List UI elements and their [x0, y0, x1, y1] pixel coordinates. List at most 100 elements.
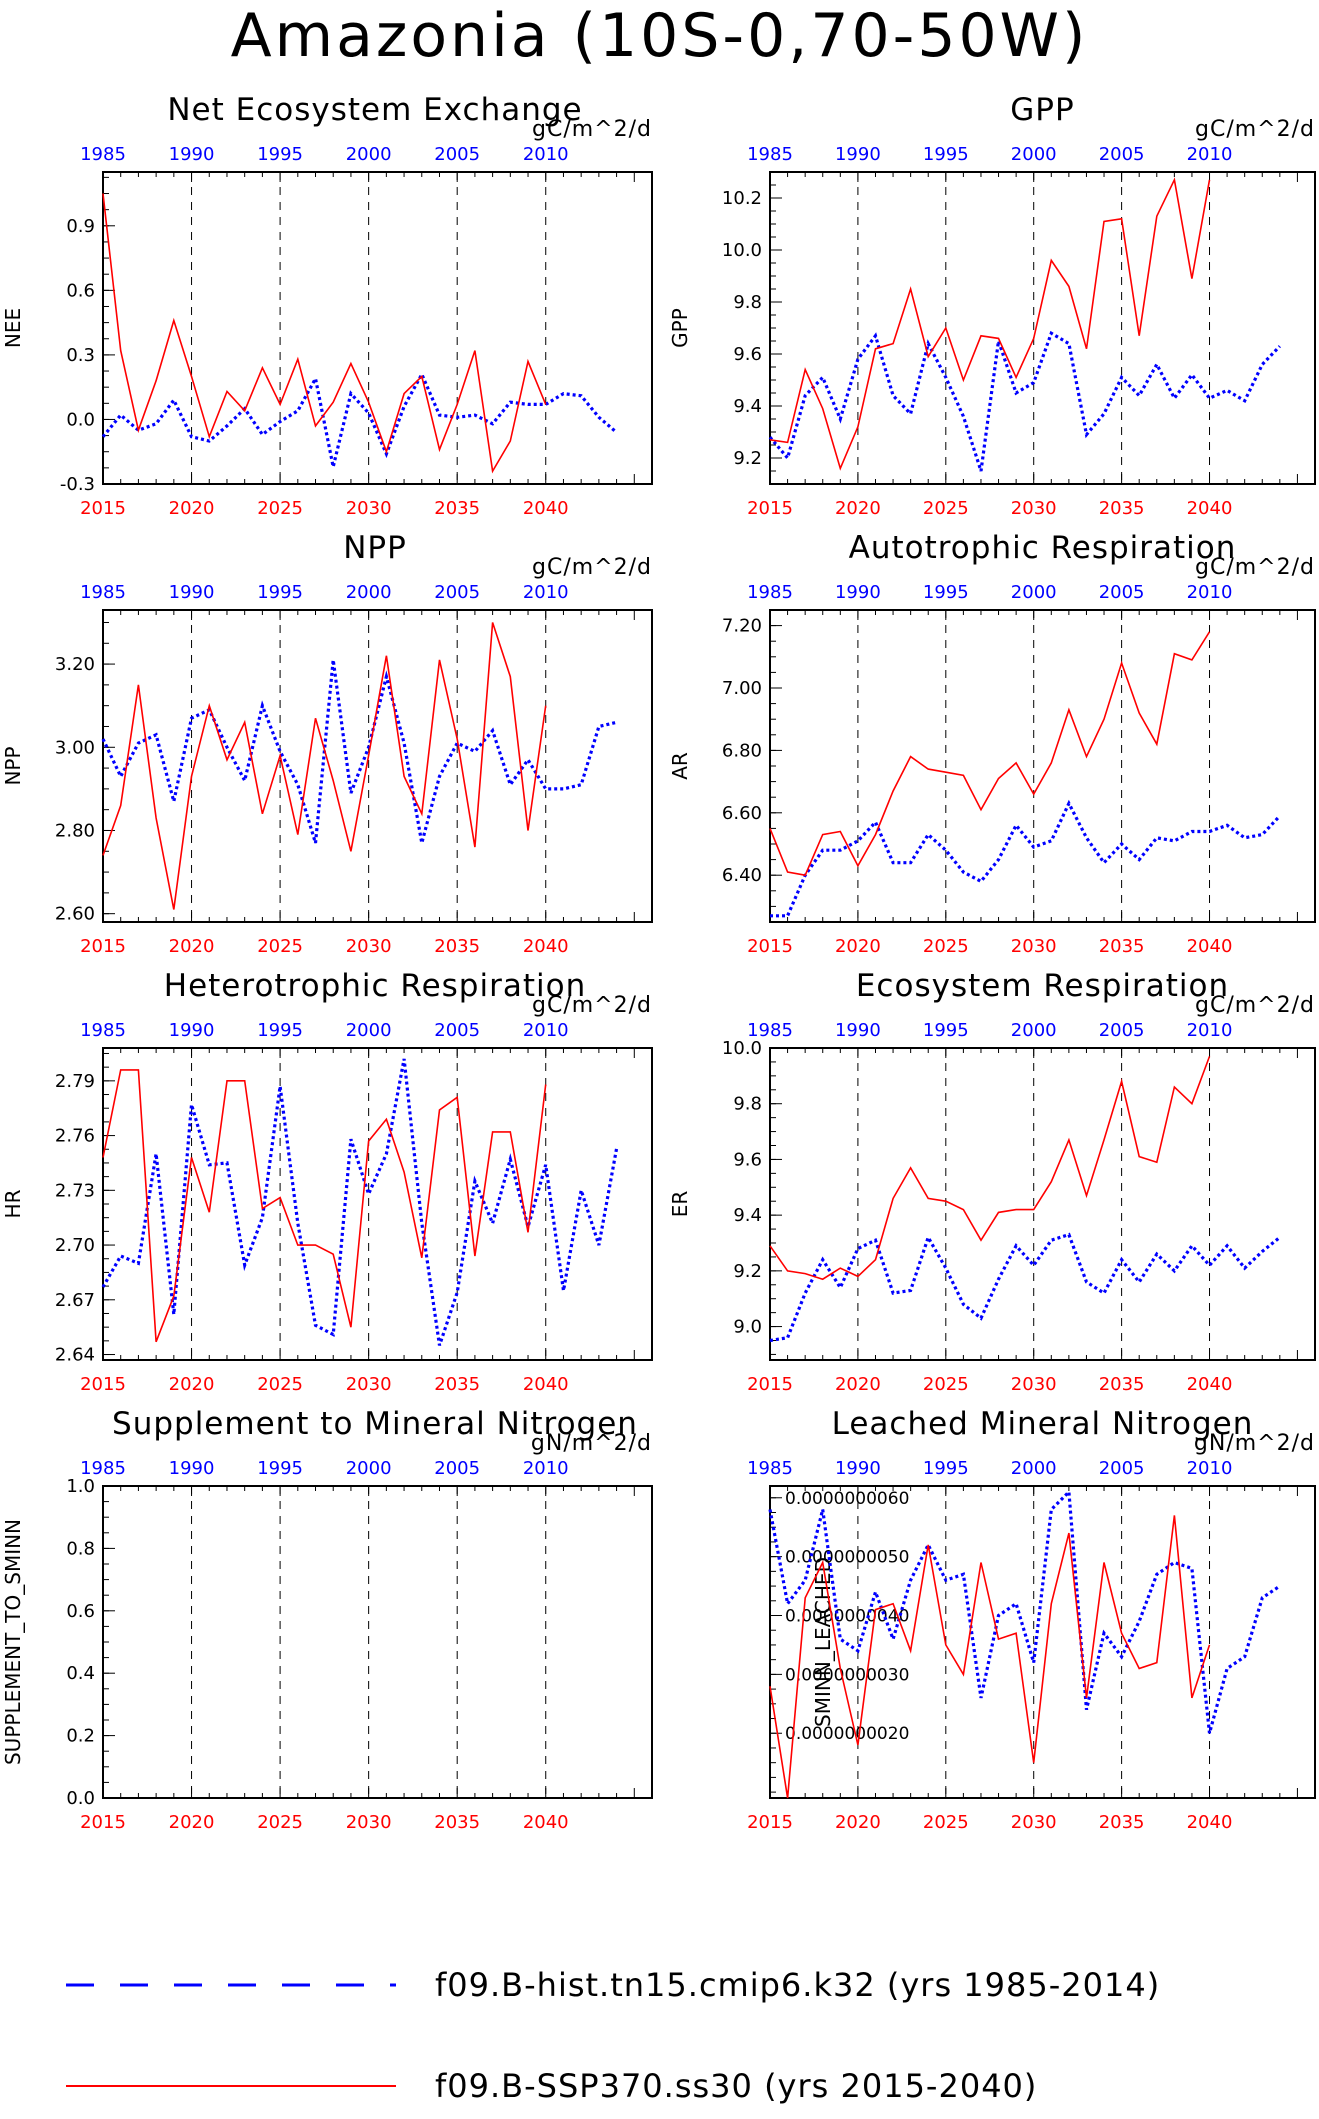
plot-frame-supplement — [102, 1485, 653, 1799]
y-tick-label: 0.0000000030 — [785, 1665, 909, 1685]
top-tick-label: 2000 — [346, 582, 392, 603]
top-tick-label: 1995 — [923, 582, 969, 603]
top-tick-label: 1995 — [923, 1020, 969, 1041]
y-axis-label-gpp: GPP — [668, 308, 692, 348]
bottom-tick-label: 2040 — [1187, 498, 1233, 519]
top-tick-label: 2010 — [1187, 144, 1233, 165]
top-tick-label: 2010 — [1187, 1458, 1233, 1479]
top-tick-label: 2000 — [1011, 1458, 1057, 1479]
top-tick-label: 2005 — [1099, 582, 1145, 603]
y-tick-label: 0.0 — [66, 1788, 95, 1809]
series-line-ssp-er — [769, 1056, 1211, 1281]
panel-title-npp: NPP — [343, 530, 407, 566]
top-tick-label: 2000 — [346, 1458, 392, 1479]
top-tick-label: 2010 — [523, 1458, 569, 1479]
bottom-tick-label: 2035 — [1099, 1374, 1145, 1395]
top-tick-label: 1990 — [835, 1020, 881, 1041]
top-tick-label: 2005 — [1099, 1020, 1145, 1041]
y-axis-label-npp: NPP — [1, 746, 25, 785]
y-tick-label: 10.0 — [722, 240, 762, 261]
top-tick-label: 2000 — [346, 1020, 392, 1041]
y-tick-label: 0.2 — [66, 1726, 95, 1747]
y-tick-label: -0.3 — [60, 474, 95, 495]
y-tick-label: 7.00 — [722, 678, 762, 699]
top-tick-label: 2000 — [346, 144, 392, 165]
panel-title-er: Ecosystem Respiration — [855, 968, 1230, 1004]
bottom-tick-label: 2015 — [747, 936, 793, 957]
panel-supplement: 2015 2020 2025 2030 2035 2040 1985 1990 1995 2000… — [1, 1431, 653, 1833]
top-tick-label: 1995 — [257, 144, 303, 165]
units-label-ar: gC/m^2/d — [1195, 555, 1315, 580]
panel-er: 2015 2020 2025 2030 2035 2040 1985 1990 1995 2000… — [668, 993, 1316, 1395]
top-tick-label: 1990 — [169, 1458, 215, 1479]
top-tick-label: 2005 — [434, 144, 480, 165]
bottom-tick-label: 2035 — [434, 498, 480, 519]
top-tick-label: 2010 — [523, 582, 569, 603]
y-tick-label: 0.0000000020 — [785, 1724, 909, 1744]
top-tick-label: 1995 — [923, 1458, 969, 1479]
units-label-nee: gC/m^2/d — [532, 117, 652, 142]
units-label-leached: gN/m^2/d — [1194, 1431, 1315, 1456]
bottom-tick-label: 2030 — [346, 1374, 392, 1395]
y-tick-label: 3.00 — [55, 737, 95, 758]
bottom-tick-label: 2040 — [1187, 936, 1233, 957]
y-tick-label: 2.64 — [55, 1345, 95, 1366]
y-tick-label: 2.67 — [55, 1290, 95, 1311]
bottom-tick-label: 2025 — [923, 1812, 969, 1833]
top-tick-label: 1985 — [747, 1458, 793, 1479]
units-label-supplement: gN/m^2/d — [531, 1431, 652, 1456]
bottom-tick-label: 2015 — [747, 1374, 793, 1395]
y-tick-label: 0.6 — [66, 1601, 95, 1622]
top-tick-label: 2010 — [523, 144, 569, 165]
top-tick-label: 1990 — [835, 144, 881, 165]
y-tick-label: 9.4 — [733, 396, 762, 417]
series-line-ssp-npp — [102, 622, 547, 910]
bottom-tick-label: 2030 — [346, 498, 392, 519]
series-line-hist-gpp — [768, 330, 1281, 472]
bottom-tick-label: 2040 — [523, 1812, 569, 1833]
top-tick-label: 2000 — [1011, 582, 1057, 603]
y-axis-label-leached: SMINN_LEACHED — [811, 1557, 835, 1727]
y-tick-label: 10.2 — [722, 188, 762, 209]
panel-hr: 2015 2020 2025 2030 2035 2040 1985 1990 1995 2000… — [1, 993, 653, 1395]
bottom-tick-label: 2035 — [1099, 1812, 1145, 1833]
top-tick-label: 1985 — [747, 582, 793, 603]
series-line-hist-hr — [101, 1058, 619, 1346]
y-tick-label: 9.6 — [733, 1149, 762, 1170]
units-label-er: gC/m^2/d — [1195, 993, 1315, 1018]
top-tick-label: 1995 — [923, 144, 969, 165]
y-tick-label: 2.60 — [55, 904, 95, 925]
y-tick-label: 2.70 — [55, 1235, 95, 1256]
y-axis-label-ar: AR — [668, 752, 692, 780]
plot-frame-gpp — [769, 171, 1316, 485]
top-tick-label: 1985 — [80, 1458, 126, 1479]
plot-frame-ar — [769, 609, 1316, 923]
y-tick-label: 7.20 — [722, 616, 762, 637]
bottom-tick-label: 2015 — [80, 936, 126, 957]
y-tick-label: 1.0 — [66, 1476, 95, 1497]
y-axis-label-hr: HR — [1, 1189, 25, 1218]
series-line-ssp-nee — [102, 193, 547, 474]
y-tick-label: 9.8 — [733, 292, 762, 313]
bottom-tick-label: 2015 — [80, 1374, 126, 1395]
y-axis-label-er: ER — [668, 1191, 692, 1218]
panel-title-nee: Net Ecosystem Exchange — [167, 92, 583, 128]
bottom-tick-label: 2015 — [80, 498, 126, 519]
bottom-tick-label: 2020 — [169, 1812, 215, 1833]
panel-title-hr: Heterotrophic Respiration — [163, 968, 587, 1004]
series-line-hist-leached — [768, 1488, 1281, 1734]
y-tick-label: 0.3 — [66, 345, 95, 366]
bottom-tick-label: 2025 — [257, 936, 303, 957]
bottom-tick-label: 2030 — [1011, 498, 1057, 519]
bottom-tick-label: 2030 — [1011, 1374, 1057, 1395]
bottom-tick-label: 2040 — [523, 498, 569, 519]
bottom-tick-label: 2015 — [747, 1812, 793, 1833]
top-tick-label: 2000 — [1011, 1020, 1057, 1041]
main-title: Amazonia (10S-0,70-50W) — [230, 1, 1089, 71]
bottom-tick-label: 2020 — [169, 936, 215, 957]
y-tick-label: 2.80 — [55, 820, 95, 841]
y-tick-label: 9.6 — [733, 344, 762, 365]
bottom-tick-label: 2025 — [257, 498, 303, 519]
bottom-tick-label: 2020 — [835, 1812, 881, 1833]
